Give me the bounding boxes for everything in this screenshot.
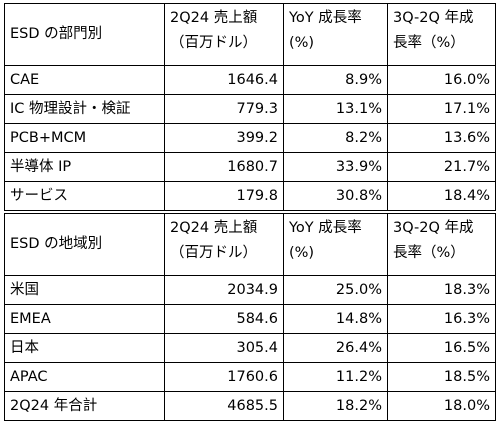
- revenue-cell: 1646.4: [164, 65, 284, 95]
- segment-name-cell: サービス: [4, 181, 165, 211]
- segment-header-qoq-line2: 長率（%）: [393, 35, 465, 51]
- segment-header-yoy-line1: YoY 成長率: [289, 10, 362, 26]
- table-row: サービス 179.8 30.8% 18.4%: [4, 181, 496, 211]
- revenue-cell: 179.8: [164, 181, 284, 211]
- revenue-cell: 4685.5: [164, 391, 284, 421]
- segment-name-cell: CAE: [4, 65, 165, 95]
- yoy-cell: 8.9%: [283, 65, 388, 95]
- yoy-cell: 18.2%: [283, 391, 388, 421]
- segment-header-revenue-line2: （百万ドル）: [170, 35, 257, 51]
- table-row: 半導体 IP 1680.7 33.9% 21.7%: [4, 152, 496, 182]
- region-name-cell: 2Q24 年合計: [4, 391, 165, 421]
- region-header-revenue: 2Q24 売上額 （百万ドル）: [164, 213, 284, 276]
- region-header-yoy-line2: (%): [289, 245, 315, 261]
- segment-name-cell: PCB+MCM: [4, 123, 165, 153]
- revenue-cell: 779.3: [164, 94, 284, 124]
- region-header-revenue-line1: 2Q24 売上額: [170, 220, 258, 236]
- qoq-cell: 21.7%: [387, 152, 496, 182]
- segment-header-qoq: 3Q-2Q 年成 長率（%）: [387, 3, 496, 66]
- segment-name-cell: 半導体 IP: [4, 152, 165, 182]
- qoq-cell: 17.1%: [387, 94, 496, 124]
- region-name-cell: 米国: [4, 275, 165, 305]
- region-header-revenue-line2: （百万ドル）: [170, 245, 257, 261]
- table-row: 日本 305.4 26.4% 16.5%: [4, 333, 496, 363]
- region-header-label: ESD の地域別: [4, 213, 165, 276]
- segment-header-row: ESD の部門別 2Q24 売上額 （百万ドル） YoY 成長率 (%) 3Q-…: [4, 3, 496, 66]
- region-name-cell: EMEA: [4, 304, 165, 334]
- yoy-cell: 33.9%: [283, 152, 388, 182]
- segment-header-yoy: YoY 成長率 (%): [283, 3, 388, 66]
- table-row: PCB+MCM 399.2 8.2% 13.6%: [4, 123, 496, 153]
- region-name-cell: APAC: [4, 362, 165, 392]
- revenue-cell: 399.2: [164, 123, 284, 153]
- region-table: ESD の地域別 2Q24 売上額 （百万ドル） YoY 成長率 (%) 3Q-…: [4, 213, 496, 421]
- region-header-row: ESD の地域別 2Q24 売上額 （百万ドル） YoY 成長率 (%) 3Q-…: [4, 213, 496, 276]
- segment-name-cell: IC 物理設計・検証: [4, 94, 165, 124]
- region-name-cell: 日本: [4, 333, 165, 363]
- yoy-cell: 26.4%: [283, 333, 388, 363]
- qoq-cell: 18.3%: [387, 275, 496, 305]
- yoy-cell: 30.8%: [283, 181, 388, 211]
- table-row: EMEA 584.6 14.8% 16.3%: [4, 304, 496, 334]
- qoq-cell: 16.3%: [387, 304, 496, 334]
- segment-table-body: ESD の部門別 2Q24 売上額 （百万ドル） YoY 成長率 (%) 3Q-…: [4, 3, 496, 211]
- qoq-cell: 18.5%: [387, 362, 496, 392]
- qoq-cell: 18.4%: [387, 181, 496, 211]
- qoq-cell: 16.0%: [387, 65, 496, 95]
- revenue-cell: 2034.9: [164, 275, 284, 305]
- yoy-cell: 8.2%: [283, 123, 388, 153]
- region-table-body: ESD の地域別 2Q24 売上額 （百万ドル） YoY 成長率 (%) 3Q-…: [4, 213, 496, 421]
- qoq-cell: 13.6%: [387, 123, 496, 153]
- region-header-yoy: YoY 成長率 (%): [283, 213, 388, 276]
- revenue-cell: 1760.6: [164, 362, 284, 392]
- yoy-cell: 25.0%: [283, 275, 388, 305]
- segment-header-yoy-line2: (%): [289, 35, 315, 51]
- yoy-cell: 13.1%: [283, 94, 388, 124]
- table-row: APAC 1760.6 11.2% 18.5%: [4, 362, 496, 392]
- segment-header-revenue: 2Q24 売上額 （百万ドル）: [164, 3, 284, 66]
- table-row: CAE 1646.4 8.9% 16.0%: [4, 65, 496, 95]
- qoq-cell: 16.5%: [387, 333, 496, 363]
- table-row: 米国 2034.9 25.0% 18.3%: [4, 275, 496, 305]
- segment-header-revenue-line1: 2Q24 売上額: [170, 10, 258, 26]
- segment-header-qoq-line1: 3Q-2Q 年成: [393, 10, 474, 26]
- yoy-cell: 11.2%: [283, 362, 388, 392]
- region-header-qoq-line1: 3Q-2Q 年成: [393, 220, 474, 236]
- yoy-cell: 14.8%: [283, 304, 388, 334]
- qoq-cell: 18.0%: [387, 391, 496, 421]
- revenue-cell: 305.4: [164, 333, 284, 363]
- revenue-cell: 1680.7: [164, 152, 284, 182]
- region-header-qoq: 3Q-2Q 年成 長率（%）: [387, 213, 496, 276]
- table-row-total: 2Q24 年合計 4685.5 18.2% 18.0%: [4, 391, 496, 421]
- segment-table: ESD の部門別 2Q24 売上額 （百万ドル） YoY 成長率 (%) 3Q-…: [4, 3, 496, 211]
- segment-header-label: ESD の部門別: [4, 3, 165, 66]
- region-header-yoy-line1: YoY 成長率: [289, 220, 362, 236]
- region-header-qoq-line2: 長率（%）: [393, 245, 465, 261]
- table-row: IC 物理設計・検証 779.3 13.1% 17.1%: [4, 94, 496, 124]
- revenue-cell: 584.6: [164, 304, 284, 334]
